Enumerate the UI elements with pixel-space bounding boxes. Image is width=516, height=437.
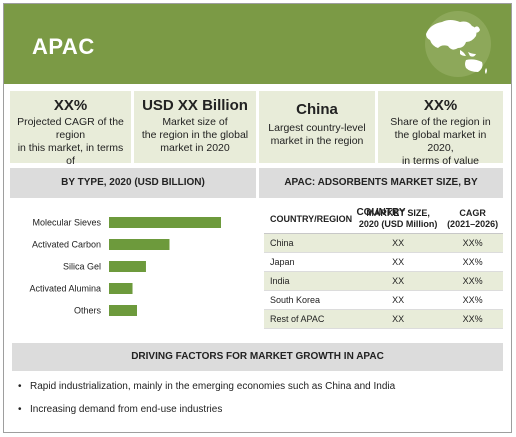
kpi-value: USD XX Billion bbox=[142, 97, 248, 114]
kpi-global-share: XX% Share of the region in the global ma… bbox=[378, 91, 503, 167]
col-header-cagr: CAGR (2021–2026) bbox=[442, 206, 503, 234]
category-label: Activated Alumina bbox=[29, 284, 101, 294]
table-row: China XX XX% bbox=[264, 233, 503, 253]
kpi-description: Market size of the region in the global … bbox=[141, 116, 249, 154]
table-row: India XX XX% bbox=[264, 271, 503, 291]
type-chart-title: BY TYPE, 2020 (USD BILLION) bbox=[10, 168, 256, 198]
bar bbox=[109, 261, 146, 272]
bar bbox=[109, 283, 133, 294]
asia-pacific-map-icon bbox=[425, 11, 491, 77]
list-item: • Rapid industrialization, mainly in the… bbox=[18, 381, 396, 392]
col-header-market-size: MARKET SIZE, 2020 (USD Million) bbox=[354, 206, 443, 234]
category-label: Molecular Sieves bbox=[32, 218, 101, 228]
kpi-market-size: USD XX Billion Market size of the region… bbox=[134, 91, 256, 163]
drivers-title: DRIVING FACTORS FOR MARKET GROWTH IN APA… bbox=[12, 343, 503, 371]
country-market-table: COUNTRY/REGION MARKET SIZE, 2020 (USD Mil… bbox=[264, 206, 503, 329]
kpi-description: Projected CAGR of the region in this mar… bbox=[17, 116, 124, 180]
table-header-row: COUNTRY/REGION MARKET SIZE, 2020 (USD Mil… bbox=[264, 206, 503, 234]
table-row: Japan XX XX% bbox=[264, 252, 503, 272]
infographic-frame: APAC XX% Projected CAGR of the region in… bbox=[3, 3, 512, 433]
kpi-description: Share of the region in the global market… bbox=[390, 116, 491, 167]
region-title: APAC bbox=[32, 34, 95, 59]
kpi-value: XX% bbox=[53, 97, 88, 114]
table-row: Rest of APAC XX XX% bbox=[264, 309, 503, 329]
kpi-value: XX% bbox=[423, 97, 458, 114]
category-label: Others bbox=[74, 306, 102, 316]
kpi-value: China bbox=[296, 101, 338, 118]
col-header-country: COUNTRY/REGION bbox=[264, 206, 355, 234]
kpi-cagr: XX% Projected CAGR of the region in this… bbox=[10, 91, 131, 180]
table-row: South Korea XX XX% bbox=[264, 290, 503, 310]
bullet-icon: • bbox=[18, 404, 22, 415]
bar bbox=[109, 217, 221, 228]
bar bbox=[109, 239, 170, 250]
list-item: • Increasing demand from end-use industr… bbox=[18, 404, 223, 415]
drivers-list: • Rapid industrialization, mainly in the… bbox=[18, 380, 498, 426]
category-label: Silica Gel bbox=[63, 262, 101, 272]
type-bar-chart: Molecular Sieves Activated Carbon Silica G… bbox=[29, 217, 221, 316]
region-banner: APAC bbox=[4, 4, 511, 84]
bar bbox=[109, 305, 137, 316]
bullet-icon: • bbox=[18, 381, 22, 392]
kpi-largest-country: China Largest country-level market in th… bbox=[259, 91, 375, 163]
country-table-title: APAC: ADSORBENTS MARKET SIZE, BY COUNTRY bbox=[259, 168, 503, 218]
category-label: Activated Carbon bbox=[32, 240, 101, 250]
kpi-description: Largest country-level market in the regi… bbox=[268, 122, 366, 147]
